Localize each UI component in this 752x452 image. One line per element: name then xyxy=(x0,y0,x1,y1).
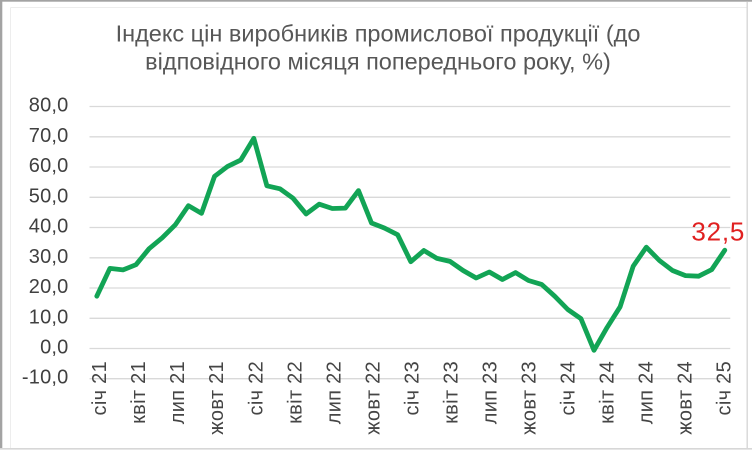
svg-text:Індекс цін виробників промисло: Індекс цін виробників промислової продук… xyxy=(116,20,641,46)
svg-text:квіт 24: квіт 24 xyxy=(597,361,619,424)
svg-text:квіт 22: квіт 22 xyxy=(284,361,306,424)
svg-text:жовт 22: жовт 22 xyxy=(362,361,384,435)
svg-text:40,0: 40,0 xyxy=(29,216,69,238)
svg-text:січ 25: січ 25 xyxy=(714,361,736,415)
svg-text:лип 21: лип 21 xyxy=(167,361,189,424)
svg-text:квіт 23: квіт 23 xyxy=(441,361,463,424)
svg-text:0,0: 0,0 xyxy=(40,337,68,359)
svg-text:жовт 24: жовт 24 xyxy=(675,361,697,435)
svg-text:жовт 23: жовт 23 xyxy=(519,361,541,435)
svg-text:відповідного місяця попередньо: відповідного місяця попереднього року, %… xyxy=(145,48,611,74)
svg-text:10,0: 10,0 xyxy=(29,306,69,328)
svg-text:20,0: 20,0 xyxy=(29,276,69,298)
svg-text:30,0: 30,0 xyxy=(29,246,69,268)
svg-text:січ 23: січ 23 xyxy=(401,361,423,415)
svg-text:-10,0: -10,0 xyxy=(22,367,69,389)
svg-text:лип 23: лип 23 xyxy=(480,361,502,424)
svg-text:80,0: 80,0 xyxy=(29,95,69,117)
svg-text:60,0: 60,0 xyxy=(29,155,69,177)
svg-text:січ 21: січ 21 xyxy=(89,361,111,415)
svg-text:лип 22: лип 22 xyxy=(323,361,345,424)
svg-text:січ 22: січ 22 xyxy=(245,361,267,415)
svg-text:січ 24: січ 24 xyxy=(558,361,580,415)
svg-text:жовт 21: жовт 21 xyxy=(206,361,228,435)
svg-text:50,0: 50,0 xyxy=(29,185,69,207)
svg-text:квіт 21: квіт 21 xyxy=(128,361,150,424)
svg-text:лип 24: лип 24 xyxy=(636,361,658,424)
svg-text:32,5: 32,5 xyxy=(691,217,745,247)
svg-text:70,0: 70,0 xyxy=(29,125,69,147)
